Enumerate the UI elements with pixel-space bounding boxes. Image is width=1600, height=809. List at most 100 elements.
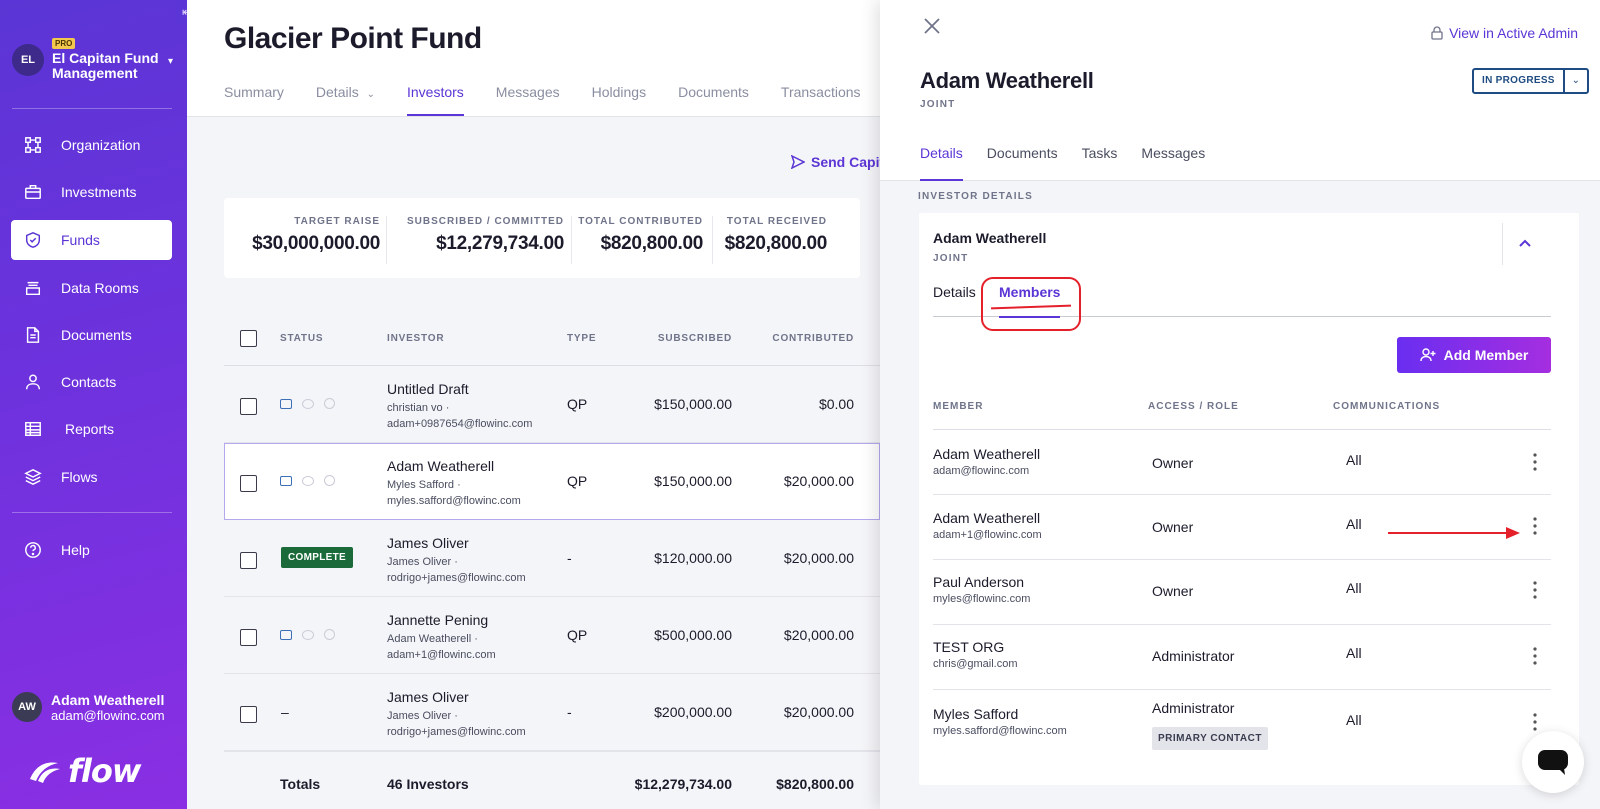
sidebar-item-organization[interactable]: Organization [11,125,172,165]
column-investor[interactable]: INVESTOR [387,333,445,344]
help-icon [23,540,43,560]
table-header: STATUS INVESTOR TYPE SUBSCRIBED CONTRIBU… [224,318,880,366]
member-name: Adam Weatherell [933,510,1041,526]
chat-widget-button[interactable] [1522,731,1584,793]
sidebar-item-investments[interactable]: Investments [11,172,172,212]
kebab-menu-icon[interactable] [1529,516,1541,536]
close-icon[interactable] [922,16,942,36]
fund-stats: TARGET RAISE $30,000,000.00 SUBSCRIBED /… [224,198,860,278]
drawer-header: View in Active Admin Adam Weatherell JOI… [880,0,1600,181]
select-all-checkbox[interactable] [240,330,257,347]
sidebar-item-contacts[interactable]: Contacts [11,362,172,402]
table-row[interactable]: COMPLETE James Oliver James Oliver · rodr… [224,520,880,597]
table-row[interactable]: Untitled Draft christian vo · adam+098765… [224,366,880,443]
send-icon [791,155,805,169]
contact-email: myles.safford@flowinc.com [387,495,521,507]
column-communications: COMMUNICATIONS [1333,401,1441,412]
subscribed-value: $120,000.00 [654,550,732,566]
investor-type: QP [567,627,588,643]
layers-icon [23,467,43,487]
kebab-menu-icon[interactable] [1529,646,1541,666]
chevron-down-icon[interactable]: ⌄ [1571,75,1580,86]
member-communications: All [1346,452,1362,468]
tab-details[interactable]: Details [933,284,976,300]
divider [712,216,713,264]
send-capital-label: Send Capit [811,154,885,170]
member-role: Administrator [1152,700,1235,716]
tab-details[interactable]: Details ⌄ [316,84,375,116]
add-member-button[interactable]: Add Member [1397,337,1551,373]
tab-messages[interactable]: Messages [495,84,560,100]
kebab-menu-icon[interactable] [1529,452,1541,472]
tab-documents[interactable]: Documents [678,84,749,100]
row-checkbox[interactable] [240,552,257,569]
row-checkbox[interactable] [240,629,257,646]
column-status[interactable]: STATUS [280,333,324,344]
row-checkbox[interactable] [240,475,257,492]
card-title: Adam Weatherell [933,230,1047,246]
chevron-up-icon[interactable] [1516,235,1534,253]
tab-holdings[interactable]: Holdings [591,84,647,100]
investor-contact: christian vo · adam+0987654@flowinc.com [387,400,532,432]
sidebar-item-data-rooms[interactable]: Data Rooms [11,268,172,308]
tab-investors[interactable]: Investors [406,84,464,116]
investor-drawer: View in Active Admin Adam Weatherell JOI… [880,0,1600,809]
column-type[interactable]: TYPE [567,333,597,344]
status-dropdown[interactable]: IN PROGRESS ⌄ [1472,68,1589,94]
card-tabs: Details Members [933,284,1551,318]
row-checkbox[interactable] [240,398,257,415]
tab-transactions[interactable]: Transactions [780,84,861,100]
member-name: Paul Anderson [933,574,1025,590]
sidebar: ⇤ EL PRO El Capitan Fund Management ▾ Or… [0,0,198,809]
divider [12,512,172,513]
chevron-down-icon: ⌄ [366,89,375,100]
member-row[interactable]: Adam Weatherell adam+1@flowinc.com Owner… [933,495,1551,560]
chat-icon [1538,750,1568,775]
table-row[interactable]: Jannette Pening Adam Weatherell · adam+1@… [224,597,880,674]
sidebar-item-reports[interactable]: Reports [11,409,172,449]
briefcase-icon [280,629,292,640]
tab-tasks[interactable]: Tasks [1081,145,1118,161]
sidebar-item-funds[interactable]: Funds [11,220,172,260]
tab-details[interactable]: Details [920,145,963,181]
tab-summary[interactable]: Summary [224,84,284,100]
subscribed-value: $150,000.00 [654,396,732,412]
org-switcher[interactable]: EL PRO El Capitan Fund Management ▾ [12,38,177,86]
send-capital-button[interactable]: Send Capit [791,154,884,170]
view-in-active-admin-link[interactable]: View in Active Admin [1431,25,1578,41]
member-row[interactable]: Adam Weatherell adam@flowinc.com Owner A… [933,430,1551,495]
flow-wave-icon [30,762,60,783]
table-row[interactable]: Adam Weatherell Myles Safford · myles.saf… [224,443,880,520]
sidebar-item-label: Documents [61,327,132,343]
kebab-menu-icon[interactable] [1529,580,1541,600]
member-row[interactable]: Paul Anderson myles@flowinc.com Owner Al… [933,560,1551,625]
tab-members[interactable]: Members [999,284,1061,318]
member-row[interactable]: Myles Safford myles.safford@flowinc.com … [933,690,1551,770]
kebab-menu-icon[interactable] [1529,712,1541,732]
investor-contact: Adam Weatherell · adam+1@flowinc.com [387,631,496,663]
contributed-value: $20,000.00 [783,627,854,643]
member-row[interactable]: TEST ORG chris@gmail.com Administrator A… [933,625,1551,690]
sidebar-item-help[interactable]: Help [11,530,172,570]
user-profile[interactable]: AW Adam Weatherell adam@flowinc.com [12,690,182,726]
main-content: Glacier Point Fund Summary Details ⌄ Inv… [187,0,884,809]
sidebar-item-flows[interactable]: Flows [11,457,172,497]
status-icons [280,475,335,486]
sidebar-item-documents[interactable]: Documents [11,315,172,355]
member-email: adam@flowinc.com [933,465,1030,477]
member-role: Owner [1152,583,1194,599]
table-row[interactable]: – James Oliver James Oliver · rodrigo+jam… [224,674,880,751]
flow-logo: flow [28,752,141,790]
tab-messages[interactable]: Messages [1141,145,1206,161]
member-name: Adam Weatherell [933,446,1041,462]
column-contributed[interactable]: CONTRIBUTED [772,333,854,344]
sidebar-item-label: Contacts [61,374,117,390]
totals-row: Totals 46 Investors $12,279,734.00 $820,… [224,751,880,809]
stat-value: $820,800.00 [600,233,704,254]
row-checkbox[interactable] [240,706,257,723]
contact-name: James Oliver · [387,556,458,568]
column-subscribed[interactable]: SUBSCRIBED [657,333,732,344]
contact-name: Myles Safford · [387,479,461,491]
stat-label: TOTAL CONTRIBUTED [578,216,703,227]
tab-documents[interactable]: Documents [986,145,1058,161]
